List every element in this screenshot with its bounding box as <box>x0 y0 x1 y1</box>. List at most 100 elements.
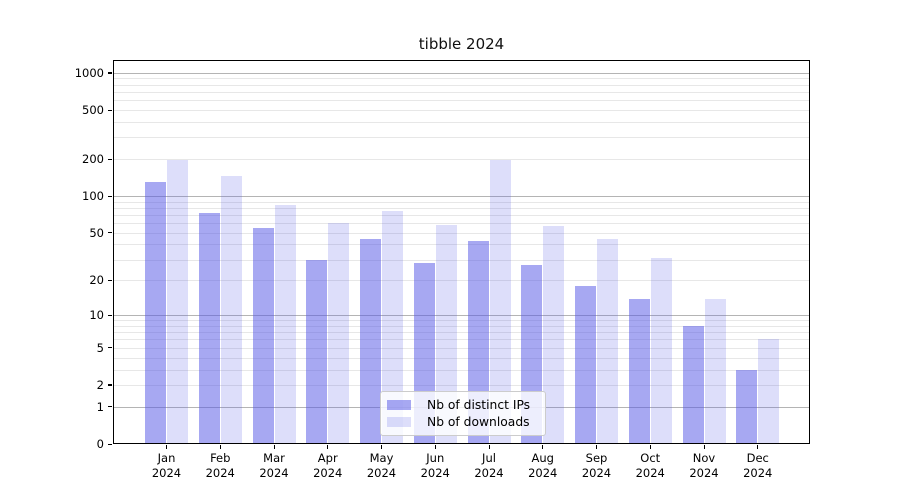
bar-downloads-jun <box>435 224 457 443</box>
month-year: 2024 <box>259 465 289 480</box>
gridline-minor-3 <box>114 369 809 371</box>
month-year: 2024 <box>743 465 773 480</box>
bar-distinct-ips-dec <box>736 369 758 443</box>
y-tick-label-10: 10 <box>89 308 104 323</box>
x-tick-label-jul: Jul 2024 <box>459 451 519 480</box>
month-year: 2024 <box>581 465 612 480</box>
gridline-major-10 <box>114 315 809 317</box>
gridline-minor-40 <box>114 244 809 246</box>
gridline-minor-70 <box>114 214 809 216</box>
gridline-minor-500 <box>114 110 809 111</box>
y-tick-label-0: 0 <box>96 437 104 451</box>
gridline-minor-60 <box>114 223 809 225</box>
month-name: Aug <box>531 451 554 465</box>
plot-frame <box>113 60 810 444</box>
plot-area <box>114 61 809 443</box>
y-tick-label-2: 2 <box>96 377 104 392</box>
x-tick-mark-jan <box>166 445 168 449</box>
bar-downloads-nov <box>704 298 726 443</box>
month-name: Feb <box>210 451 231 465</box>
gridline-minor-80 <box>114 207 809 209</box>
bar-distinct-ips-feb <box>198 212 220 443</box>
month-year: 2024 <box>689 465 719 480</box>
bar-downloads-sep <box>597 239 618 443</box>
month-year: 2024 <box>366 465 397 480</box>
x-tick-label-sep: Sep 2024 <box>567 451 627 480</box>
legend-item-distinct-ips: Nb of distinct IPs <box>387 398 537 412</box>
x-tick-mark-jul <box>488 445 490 449</box>
gridline-minor-300 <box>114 137 809 139</box>
month-name: Jan <box>157 451 176 465</box>
month-year: 2024 <box>205 465 235 480</box>
month-year: 2024 <box>528 465 558 480</box>
x-tick-label-dec: Dec 2024 <box>728 451 788 480</box>
y-tick-label-50: 50 <box>89 225 104 240</box>
month-year: 2024 <box>313 465 343 480</box>
gridline-minor-200 <box>114 159 809 161</box>
x-tick-label-jan: Jan 2024 <box>137 451 197 480</box>
month-year: 2024 <box>151 465 182 480</box>
month-year: 2024 <box>474 465 504 480</box>
x-tick-label-feb: Feb 2024 <box>190 451 250 480</box>
y-tick-mark-0 <box>108 443 112 445</box>
y-tick-mark-500 <box>108 109 112 111</box>
y-tick-label-500: 500 <box>82 103 104 117</box>
month-name: May <box>369 451 394 465</box>
month-name: Apr <box>317 451 338 465</box>
chart-title: tibble 2024 <box>418 35 505 53</box>
month-name: Jun <box>426 451 445 465</box>
gridline-minor-6 <box>114 339 809 341</box>
y-tick-label-200: 200 <box>82 152 104 167</box>
month-year: 2024 <box>635 465 665 480</box>
x-tick-mark-sep <box>596 445 598 449</box>
bar-downloads-jan <box>167 160 188 443</box>
gridline-major-100 <box>114 196 809 198</box>
x-tick-mark-aug <box>542 445 544 449</box>
bar-downloads-mar <box>274 205 296 443</box>
gridline-minor-800 <box>114 84 809 86</box>
y-tick-label-20: 20 <box>89 273 104 288</box>
y-tick-mark-100 <box>108 195 112 197</box>
bar-distinct-ips-nov <box>682 325 704 443</box>
gridline-minor-50 <box>114 232 809 234</box>
x-tick-label-mar: Mar 2024 <box>244 451 304 480</box>
month-name: Dec <box>746 451 769 465</box>
y-tick-mark-2 <box>108 384 112 386</box>
gridline-minor-90 <box>114 201 809 203</box>
x-tick-mark-jun <box>434 445 436 449</box>
month-name: Jul <box>482 451 496 465</box>
bar-distinct-ips-jan <box>145 182 166 443</box>
x-tick-mark-mar <box>273 445 275 449</box>
y-tick-mark-20 <box>108 279 112 282</box>
month-name: Mar <box>263 451 285 465</box>
bar-downloads-feb <box>220 176 242 443</box>
gridline-minor-400 <box>114 121 809 123</box>
bar-downloads-jul <box>489 160 511 443</box>
x-tick-mark-feb <box>219 445 221 449</box>
bar-distinct-ips-sep <box>575 285 596 443</box>
y-tick-label-1000: 1000 <box>74 65 104 80</box>
gridline-minor-9 <box>114 320 809 322</box>
x-tick-mark-oct <box>649 445 651 449</box>
bar-distinct-ips-apr <box>306 259 328 443</box>
gridline-major-1000 <box>114 72 809 74</box>
legend-label-distinct-ips: Nb of distinct IPs <box>427 398 531 413</box>
gridline-minor-30 <box>114 259 809 261</box>
gridline-minor-5 <box>114 347 809 349</box>
month-name: Nov <box>692 451 716 465</box>
bar-downloads-aug <box>543 225 565 443</box>
y-tick-label-1: 1 <box>96 399 104 414</box>
y-tick-mark-1 <box>108 406 112 408</box>
bar-downloads-may <box>382 211 403 443</box>
gridline-minor-2 <box>114 384 809 386</box>
y-tick-mark-10 <box>108 314 112 316</box>
y-tick-label-100: 100 <box>82 189 104 204</box>
gridline-minor-20 <box>114 280 809 282</box>
x-tick-label-jun: Jun 2024 <box>405 451 465 480</box>
y-tick-mark-200 <box>108 158 112 160</box>
gridline-minor-900 <box>114 78 809 80</box>
x-tick-mark-apr <box>327 445 329 449</box>
legend-swatch-distinct-ips <box>387 400 411 411</box>
bar-downloads-oct <box>650 257 672 443</box>
